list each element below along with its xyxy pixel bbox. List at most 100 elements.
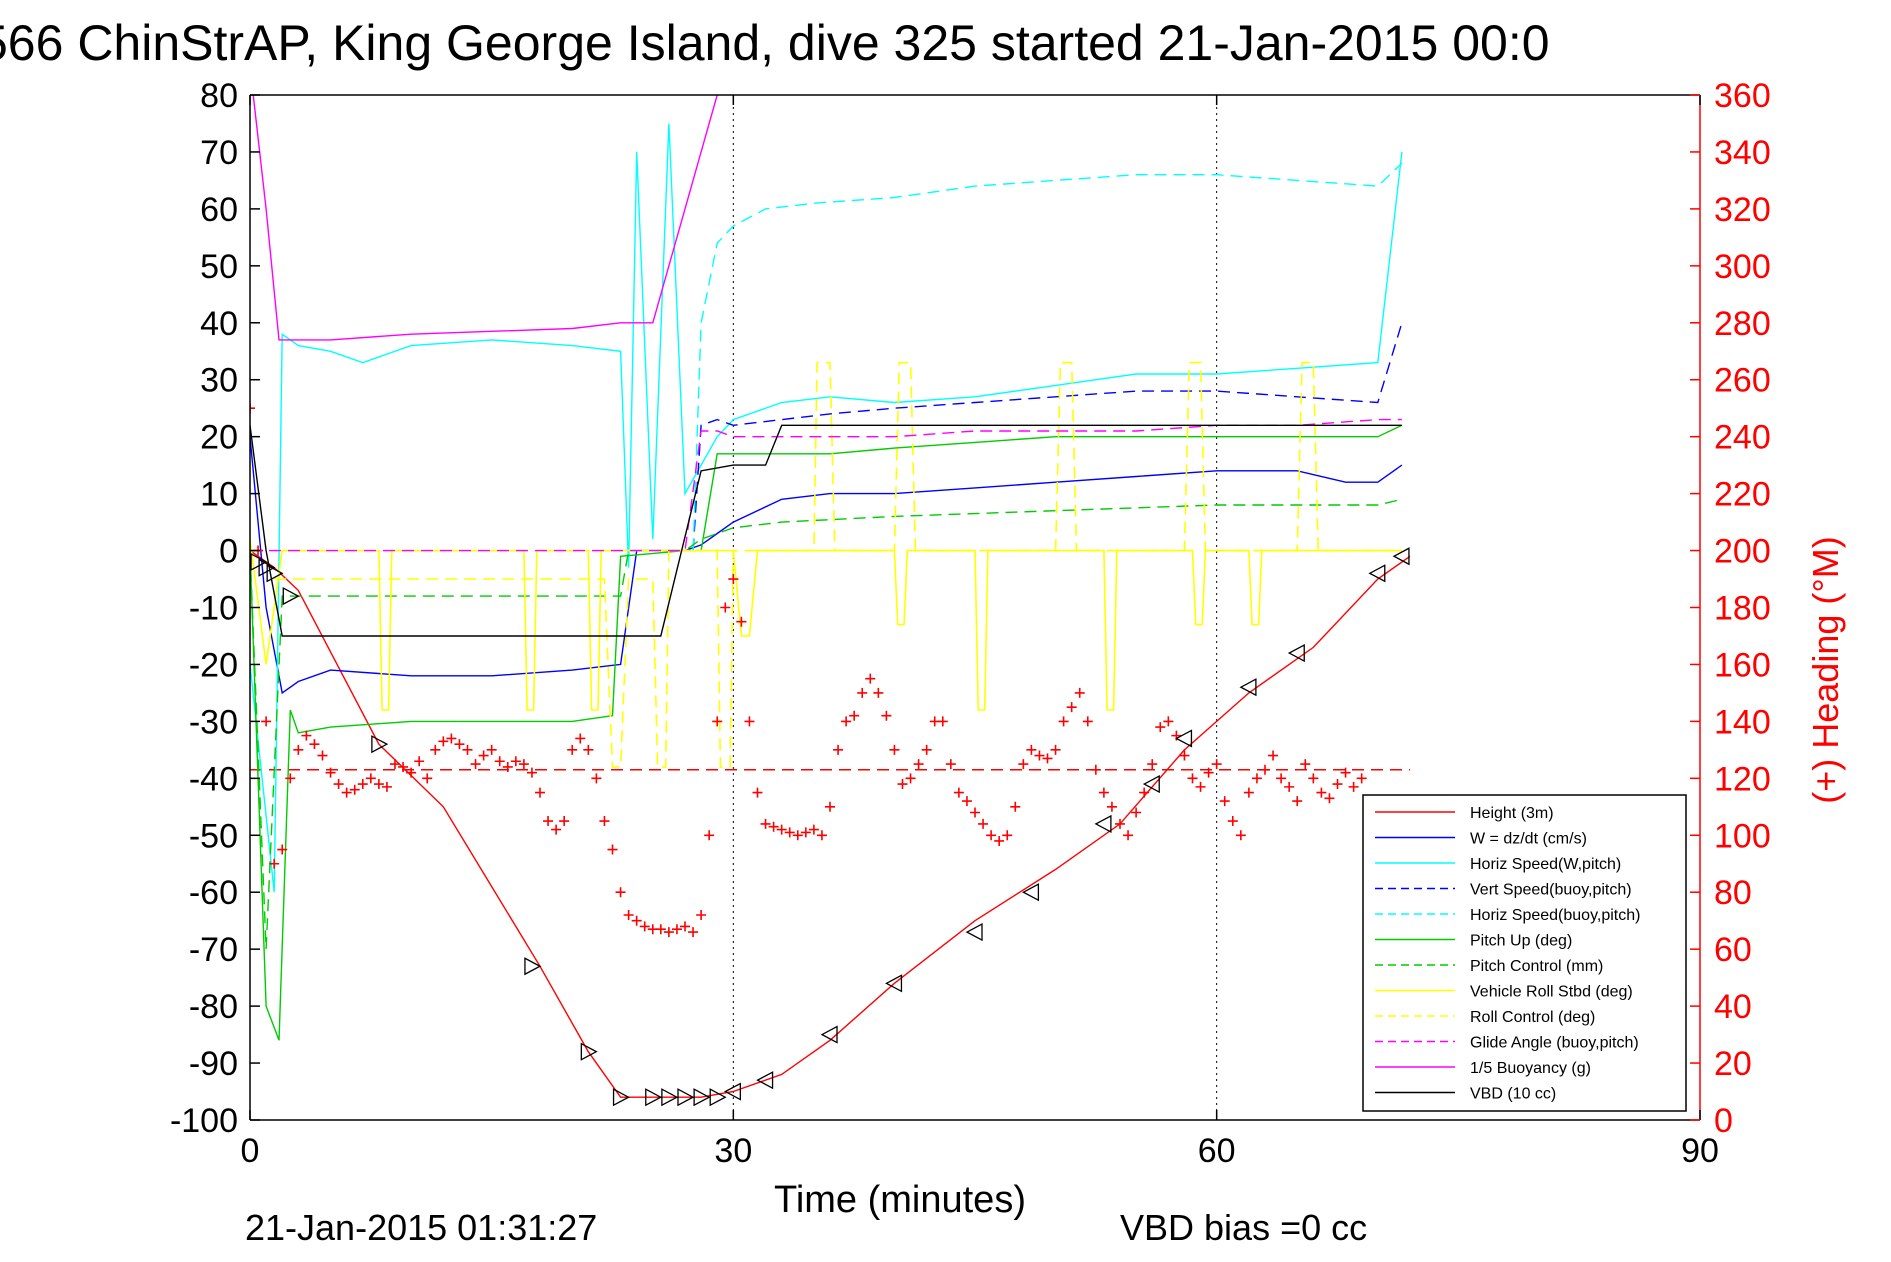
legend-label-vert_buoy: Vert Speed(buoy,pitch) [1470, 882, 1632, 899]
heading-point [655, 924, 666, 935]
y2-tick-label: 320 [1714, 191, 1771, 229]
heading-point [365, 773, 376, 784]
heading-point [994, 835, 1005, 846]
heading-point [1316, 787, 1327, 798]
y2-tick-label: 0 [1714, 1102, 1733, 1140]
legend-label-height: Height (3m) [1470, 805, 1554, 822]
heading-point [1348, 781, 1359, 792]
x-tick-label: 30 [714, 1132, 752, 1170]
legend-label-horiz_buoy: Horiz Speed(buoy,pitch) [1470, 907, 1640, 924]
vbd-marker [1392, 547, 1410, 566]
heading-point [720, 602, 731, 613]
heading-point [768, 821, 779, 832]
heading-point [744, 716, 755, 727]
y-tick-label: -40 [189, 760, 238, 798]
vbd-marker [820, 1025, 838, 1044]
heading-point [704, 830, 715, 841]
heading-point [607, 844, 618, 855]
heading-point [857, 687, 868, 698]
heading-point [1203, 767, 1214, 778]
heading-point [454, 739, 465, 750]
heading-point [1098, 787, 1109, 798]
heading-point [800, 827, 811, 838]
vbd-marker [1287, 643, 1305, 663]
y2-tick-label: 260 [1714, 362, 1771, 400]
y2-tick-label: 280 [1714, 305, 1771, 343]
heading-point [293, 744, 304, 755]
heading-point [736, 616, 747, 627]
heading-point [937, 716, 948, 727]
y-tick-label: -100 [170, 1102, 238, 1140]
heading-point [978, 818, 989, 829]
heading-point [567, 744, 578, 755]
y-tick-label: 30 [200, 362, 238, 400]
vbd-marker [965, 922, 983, 942]
y2-tick-label: 220 [1714, 476, 1771, 514]
heading-point [373, 779, 384, 790]
heading-point [591, 773, 602, 784]
heading-point [953, 787, 964, 798]
heading-point [1018, 759, 1029, 770]
heading-point [543, 816, 554, 827]
heading-point [1332, 779, 1343, 790]
vbd-marker [371, 735, 389, 754]
vbd-marker [677, 1088, 695, 1107]
heading-point [712, 716, 723, 727]
y-tick-label: 80 [200, 77, 238, 115]
heading-point [639, 921, 650, 932]
vbd-marker [756, 1071, 774, 1090]
y2-tick-label: 140 [1714, 703, 1771, 741]
heading-point [671, 924, 682, 935]
heading-point [422, 773, 433, 784]
heading-point [535, 787, 545, 798]
heading-point [301, 730, 312, 741]
series-roll_control [274, 361, 1402, 768]
vbd-marker [524, 957, 542, 976]
heading-point [615, 887, 626, 898]
heading-point [478, 750, 489, 761]
series-pitch_control [250, 498, 1403, 950]
series-horiz_w [250, 123, 1403, 893]
vbd-marker [885, 974, 903, 993]
heading-point [1066, 702, 1077, 713]
heading-point [1260, 764, 1270, 775]
heading-point [1179, 750, 1190, 761]
heading-point [317, 750, 328, 761]
heading-point [559, 816, 570, 827]
heading-point [1276, 773, 1287, 784]
y2-tick-label: 80 [1714, 874, 1752, 912]
vbd-marker [661, 1088, 679, 1107]
series-horiz_buoy [692, 162, 1403, 551]
y-tick-label: 70 [200, 134, 238, 172]
chart-title: 566 ChinStrAP, King George Island, dive … [0, 15, 1550, 71]
y-tick-label: 20 [200, 419, 238, 457]
series-roll [250, 539, 1402, 711]
heading-point [1010, 801, 1021, 812]
y2-tick-label: 180 [1714, 590, 1771, 628]
heading-point [808, 824, 819, 835]
heading-point [841, 716, 852, 727]
heading-point [760, 818, 771, 829]
heading-point [526, 767, 537, 778]
legend-label-roll: Vehicle Roll Stbd (deg) [1470, 984, 1633, 1001]
heading-point [913, 759, 924, 770]
heading-point [1251, 773, 1262, 784]
heading-point [1324, 793, 1335, 804]
heading-point [776, 824, 787, 835]
series-glide [250, 418, 1402, 552]
vbd-marker [709, 1088, 727, 1107]
heading-point [849, 710, 860, 721]
heading-point [1268, 750, 1279, 761]
heading-point [1050, 744, 1061, 755]
heading-point [1195, 781, 1206, 792]
vbd-marker [1239, 678, 1257, 697]
heading-point [599, 816, 610, 827]
y2-tick-label: 300 [1714, 248, 1771, 286]
heading-point [349, 784, 360, 795]
x-tick-label: 90 [1681, 1132, 1719, 1170]
vbd-marker [723, 1082, 741, 1101]
heading-point [889, 744, 900, 755]
heading-point [961, 796, 972, 807]
heading-point [825, 801, 835, 812]
